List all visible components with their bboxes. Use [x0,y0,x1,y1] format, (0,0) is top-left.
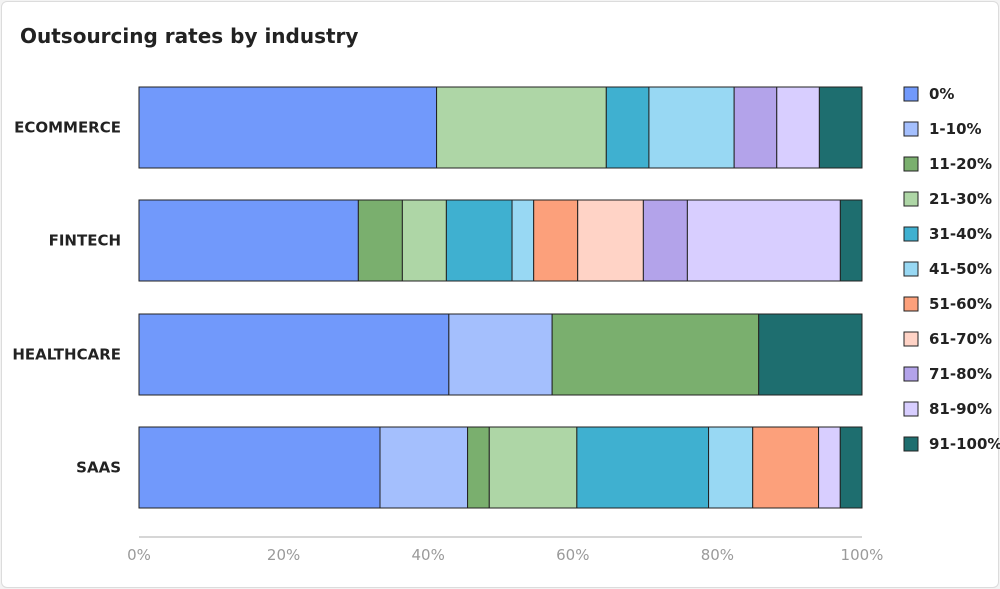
bar-segment-fintech-81-90 [686,199,841,282]
category-label-saas: SAAS [76,459,121,477]
bar-segment-saas-31-40 [576,426,710,509]
legend-label-51-60: 51-60% [929,295,992,313]
bar-segment-healthcare-0 [138,313,450,396]
bar-segment-fintech-31-40 [445,199,513,282]
bar-segment-fintech-11-20 [357,199,403,282]
legend-label-91-100: 91-100% [929,435,1000,453]
x-tick-label-0: 0% [127,546,151,564]
legend-label-11-20: 11-20% [929,155,992,173]
bar-segment-ecommerce-71-80 [733,86,778,169]
legend-label-21-30: 21-30% [929,190,992,208]
bar-segment-fintech-51-60 [533,199,579,282]
legend-label-0: 0% [929,85,954,103]
bar-segment-ecommerce-31-40 [605,86,650,169]
x-tick-label-40: 40% [412,546,445,564]
bar-segment-ecommerce-41-50 [648,86,735,169]
chart-title: Outsourcing rates by industry [20,24,359,48]
category-label-healthcare: HEALTHCARE [12,346,121,364]
legend-label-31-40: 31-40% [929,225,992,243]
bar-segment-saas-51-60 [752,426,820,509]
legend-swatch-91-100 [903,436,919,452]
legend-swatch-1-10 [903,121,919,137]
legend-swatch-41-50 [903,261,919,277]
bar-segment-ecommerce-91-100 [818,86,863,169]
bar-segment-fintech-0 [138,199,359,282]
category-label-ecommerce: ECOMMERCE [14,119,121,137]
bar-segment-healthcare-11-20 [551,313,760,396]
bar-segment-saas-1-10 [379,426,469,509]
bar-segment-saas-0 [138,426,381,509]
bar-segment-fintech-91-100 [839,199,863,282]
legend-swatch-51-60 [903,296,919,312]
legend-label-1-10: 1-10% [929,120,982,138]
bar-segment-saas-81-90 [818,426,841,509]
bar-segment-healthcare-91-100 [758,313,863,396]
legend-swatch-31-40 [903,226,919,242]
legend-label-61-70: 61-70% [929,330,992,348]
bar-segment-healthcare-1-10 [448,313,553,396]
x-tick-label-20: 20% [267,546,300,564]
legend-swatch-11-20 [903,156,919,172]
legend-swatch-61-70 [903,331,919,347]
bar-segment-saas-21-30 [488,426,578,509]
bar-segment-fintech-21-30 [401,199,447,282]
bar-segment-ecommerce-21-30 [436,86,607,169]
legend-swatch-71-80 [903,366,919,382]
bar-segment-saas-11-20 [467,426,490,509]
legend-swatch-81-90 [903,401,919,417]
bar-segment-fintech-71-80 [642,199,688,282]
bar-segment-ecommerce-81-90 [776,86,820,169]
category-label-fintech: FINTECH [49,232,121,250]
legend-label-41-50: 41-50% [929,260,992,278]
bar-segment-fintech-41-50 [511,199,535,282]
x-tick-label-80: 80% [701,546,734,564]
bar-segment-saas-91-100 [839,426,863,509]
x-tick-label-60: 60% [556,546,589,564]
legend-swatch-21-30 [903,191,919,207]
bar-segment-ecommerce-0 [138,86,438,169]
legend-swatch-0 [903,86,919,102]
bar-segment-saas-41-50 [708,426,754,509]
legend-label-81-90: 81-90% [929,400,992,418]
legend-label-71-80: 71-80% [929,365,992,383]
bar-segment-fintech-61-70 [577,199,644,282]
x-tick-label-100: 100% [841,546,884,564]
